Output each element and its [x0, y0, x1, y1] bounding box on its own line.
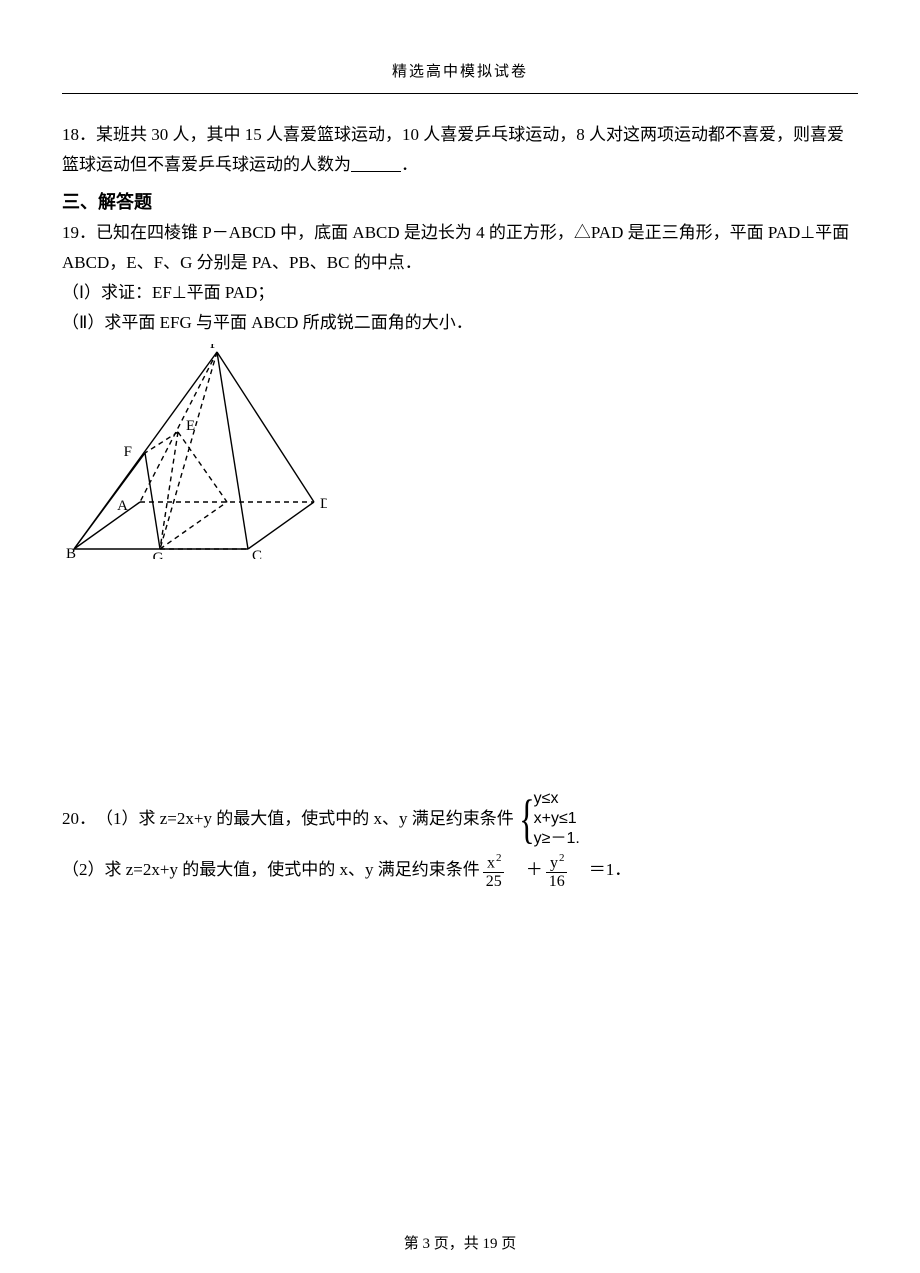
q20-part1-constraints: y≤x x+y≤1 y≥－1.	[534, 789, 580, 849]
q20-suffix: ＝1．	[589, 852, 632, 888]
frac2-num-sup: 2	[559, 852, 565, 864]
footer-page: 3	[422, 1236, 430, 1252]
q20-frac1-num: x2	[483, 849, 505, 873]
question-19: 19．已知在四棱锥 P－ABCD 中，底面 ABCD 是边长为 4 的正方形，△…	[62, 218, 858, 569]
page-header: 精选高中模拟试卷	[62, 60, 858, 87]
q18-label: 18．	[62, 125, 96, 144]
svg-text:E: E	[186, 418, 195, 434]
q19-part2: （Ⅱ）求平面 EFG 与平面 ABCD 所成锐二面角的大小．	[62, 308, 858, 338]
q20-frac2-den: 16	[545, 873, 569, 891]
q19-figure: P A B C D G E F	[62, 344, 858, 569]
q18-text-before: 某班共 30 人，其中 15 人喜爱篮球运动，10 人喜爱乒乓球运动，8 人对这…	[62, 125, 844, 174]
frac1-num-sup: 2	[496, 852, 502, 864]
q20-plus: ＋	[526, 852, 543, 888]
q20-c1: y≤x	[534, 789, 580, 809]
q20-c3: y≥－1.	[534, 829, 580, 849]
pyramid-diagram-svg: P A B C D G E F	[62, 344, 327, 559]
q20-frac2-num: y2	[546, 849, 568, 873]
svg-text:G: G	[153, 550, 164, 559]
footer-prefix: 第	[404, 1236, 423, 1252]
header-title: 精选高中模拟试卷	[392, 64, 528, 80]
svg-text:D: D	[320, 496, 327, 512]
q20-part2-prefix: （2）求 z=2x+y 的最大值，使式中的 x、y 满足约束条件	[62, 852, 480, 888]
q20-part1-brace-group: { y≤x x+y≤1 y≥－1.	[514, 789, 580, 849]
q18-text-after: ．	[401, 155, 418, 174]
footer-suffix: 页	[498, 1236, 517, 1252]
svg-text:C: C	[252, 548, 262, 559]
q20-frac2: y2 16	[545, 849, 569, 891]
section-3-title: 三、解答题	[62, 188, 858, 214]
q19-part1: （Ⅰ）求证：EF⊥平面 PAD；	[62, 278, 858, 308]
q20-c2: x+y≤1	[534, 809, 580, 829]
page-footer: 第 3 页，共 19 页	[0, 1232, 920, 1253]
svg-text:B: B	[66, 546, 76, 559]
left-brace-icon: {	[519, 792, 535, 846]
q20-frac1-den: 25	[482, 873, 506, 891]
svg-text:P: P	[210, 344, 218, 352]
q19-stem: 19．已知在四棱锥 P－ABCD 中，底面 ABCD 是边长为 4 的正方形，△…	[62, 218, 858, 278]
header-rule	[62, 93, 858, 94]
footer-middle: 页，共	[430, 1236, 483, 1252]
question-20: 20．（1）求 z=2x+y 的最大值，使式中的 x、y 满足约束条件 { y≤…	[62, 789, 858, 891]
q20-part2-row: （2）求 z=2x+y 的最大值，使式中的 x、y 满足约束条件 x2 25 ＋…	[62, 849, 858, 891]
q19-line1: 已知在四棱锥 P－ABCD 中，底面 ABCD 是边长为 4 的正方形，△PAD…	[62, 223, 849, 272]
q20-label: 20．	[62, 801, 96, 837]
q19-label: 19．	[62, 223, 96, 242]
page: 精选高中模拟试卷 18．某班共 30 人，其中 15 人喜爱篮球运动，10 人喜…	[0, 0, 920, 1273]
svg-text:F: F	[124, 444, 132, 460]
svg-text:A: A	[117, 498, 128, 514]
frac1-num-base: x	[487, 854, 495, 871]
frac2-num-base: y	[550, 854, 558, 871]
q20-part1-prefix: （1）求 z=2x+y 的最大值，使式中的 x、y 满足约束条件	[96, 801, 514, 837]
footer-total: 19	[483, 1236, 498, 1252]
q20-frac1: x2 25	[482, 849, 506, 891]
question-18: 18．某班共 30 人，其中 15 人喜爱篮球运动，10 人喜爱乒乓球运动，8 …	[62, 120, 858, 180]
q20-part1-row: 20．（1）求 z=2x+y 的最大值，使式中的 x、y 满足约束条件 { y≤…	[62, 789, 858, 849]
q18-blank	[351, 156, 401, 172]
